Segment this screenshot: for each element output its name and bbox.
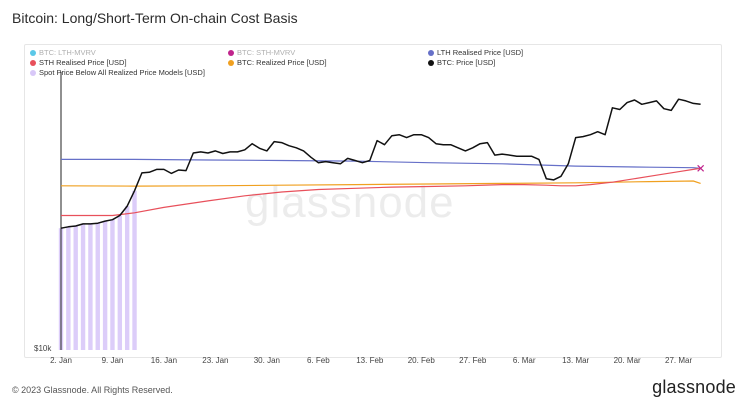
- legend-swatch: [30, 49, 36, 56]
- chart-panel: [24, 44, 722, 358]
- highlight-bar: [88, 223, 93, 350]
- highlight-bar: [80, 223, 86, 350]
- legend-swatch: [30, 69, 36, 76]
- legend-item[interactable]: BTC: LTH-MVRV: [30, 48, 96, 57]
- legend-swatch: [30, 59, 36, 66]
- legend-item[interactable]: BTC: STH-MVRV: [228, 48, 295, 57]
- x-tick-label: 13. Feb: [356, 356, 384, 365]
- legend-label: BTC: Realized Price [USD]: [237, 58, 327, 67]
- legend-swatch: [428, 49, 434, 56]
- legend-label: LTH Realised Price [USD]: [437, 48, 524, 57]
- legend-item[interactable]: STH Realised Price [USD]: [30, 58, 127, 67]
- highlight-bar: [66, 226, 71, 350]
- highlight-bar: [102, 221, 108, 350]
- x-tick-label: 27. Feb: [459, 356, 487, 365]
- series-line: [60, 180, 701, 187]
- legend-item[interactable]: BTC: Price [USD]: [428, 58, 495, 67]
- highlight-bar: [124, 206, 130, 350]
- footer-copyright: © 2023 Glassnode. All Rights Reserved.: [12, 385, 173, 395]
- highlight-bar: [73, 226, 78, 350]
- x-tick-label: 6. Feb: [307, 356, 330, 365]
- y-tick-label: $10k: [34, 344, 52, 353]
- series-line: [61, 158, 701, 169]
- highlight-bar: [117, 215, 123, 350]
- legend-label: STH Realised Price [USD]: [39, 58, 127, 67]
- legend-swatch: [228, 49, 234, 56]
- legend-label: Spot Price Below All Realized Price Mode…: [39, 68, 205, 77]
- x-tick-label: 2. Jan: [50, 356, 72, 365]
- x-tick-label: 23. Jan: [202, 356, 228, 365]
- chart-title: Bitcoin: Long/Short-Term On-chain Cost B…: [12, 10, 298, 26]
- brand-logo: glassnode: [652, 377, 736, 397]
- x-tick-label: 20. Feb: [408, 356, 436, 365]
- x-tick-label: 6. Mar: [513, 356, 536, 365]
- legend-item[interactable]: BTC: Realized Price [USD]: [228, 58, 327, 67]
- legend-label: BTC: STH-MVRV: [237, 48, 296, 57]
- highlight-bar: [110, 219, 115, 350]
- x-tick-label: 20. Mar: [614, 356, 641, 365]
- x-tick-label: 16. Jan: [151, 356, 177, 365]
- series-line: [60, 98, 701, 229]
- legend-swatch: [428, 59, 434, 66]
- highlight-bar: [132, 190, 137, 350]
- x-tick-label: 30. Jan: [254, 356, 280, 365]
- series-line: [61, 167, 701, 217]
- legend-label: BTC: Price [USD]: [437, 58, 496, 67]
- x-tick-label: 9. Jan: [102, 356, 124, 365]
- x-tick-label: 13. Mar: [562, 356, 589, 365]
- legend-item[interactable]: Spot Price Below All Realized Price Mode…: [30, 68, 205, 77]
- legend-swatch: [228, 59, 234, 66]
- x-tick-label: 27. Mar: [665, 356, 692, 365]
- highlight-bar: [95, 223, 100, 350]
- legend-label: BTC: LTH-MVRV: [39, 48, 96, 57]
- end-marker: [697, 164, 705, 172]
- legend: BTC: LTH-MVRV BTC: STH-MVRV LTH Realised P…: [30, 48, 710, 82]
- legend-item[interactable]: LTH Realised Price [USD]: [428, 48, 523, 57]
